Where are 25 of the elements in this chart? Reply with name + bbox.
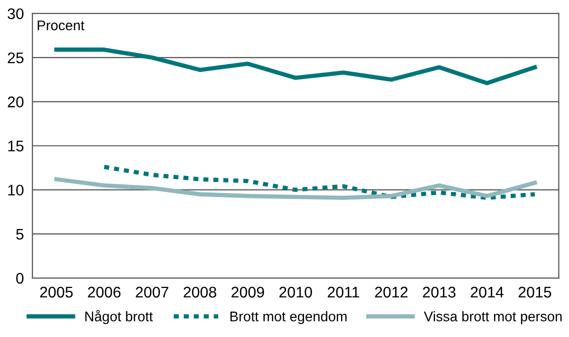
x-tick-label: 2006	[88, 286, 121, 298]
y-tick-label: 15	[8, 140, 24, 152]
x-tick-label: 2008	[184, 286, 216, 298]
x-tick-label: 2005	[40, 286, 73, 298]
x-tick-label: 2014	[470, 286, 504, 298]
y-tick-label: 25	[8, 52, 24, 64]
line-series	[54, 48, 537, 86]
x-tick-label: 2012	[375, 286, 408, 298]
legend-label: Brott mot egendom	[230, 311, 347, 324]
x-tick-label: 2007	[136, 286, 168, 298]
x-tick-label: 2011	[328, 286, 360, 298]
line-series	[102, 164, 537, 200]
y-axis-title: Procent	[38, 20, 84, 30]
y-tick-label: 20	[8, 96, 24, 108]
x-tick-label: 2015	[518, 286, 552, 298]
line-series	[54, 177, 537, 200]
y-tick-label: 10	[8, 184, 24, 196]
legend-label: Något brott	[85, 310, 153, 324]
x-tick-label: 2010	[279, 286, 312, 298]
y-tick-label: 5	[16, 228, 24, 240]
y-tick-label: 0	[16, 272, 24, 284]
y-tick-label: 30	[8, 8, 24, 20]
legend-label: Vissa brott mot person	[424, 311, 562, 324]
x-tick-label: 2009	[232, 286, 264, 298]
x-tick-label: 2013	[422, 286, 456, 298]
